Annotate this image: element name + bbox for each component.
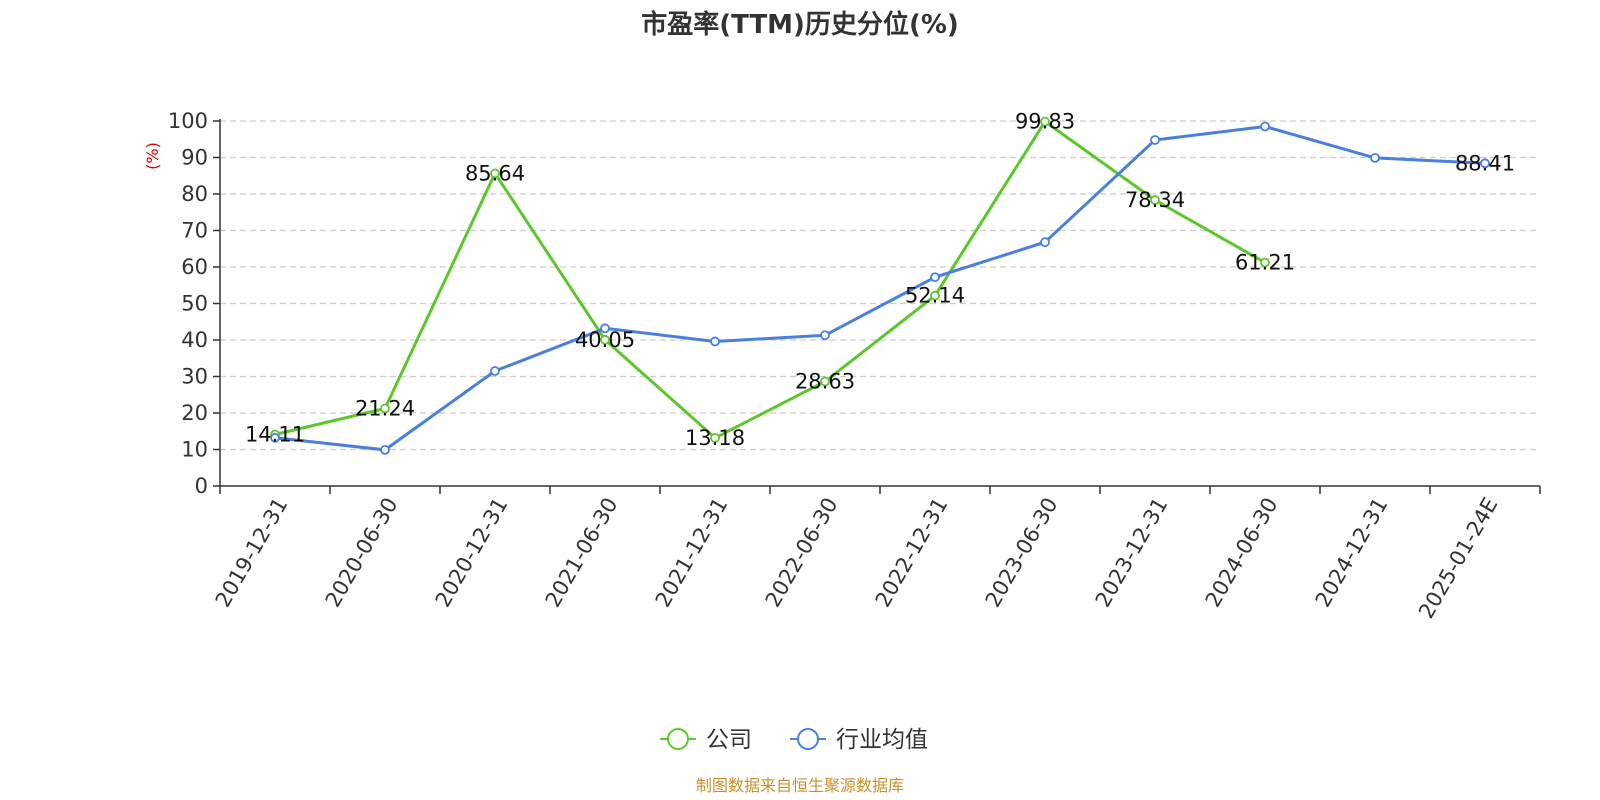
data-label: 99.83: [1015, 110, 1075, 134]
data-point: [1260, 257, 1270, 268]
legend-marker-icon: [797, 728, 819, 750]
legend[interactable]: 公司 行业均值: [660, 727, 928, 753]
data-point: [710, 336, 720, 347]
data-point: [820, 376, 830, 387]
data-point: [1150, 195, 1160, 205]
data-label: 88.41: [1455, 151, 1515, 175]
y-axis-label: (%): [143, 142, 162, 170]
data-point: [1260, 121, 1270, 132]
data-point: [1150, 135, 1160, 145]
x-tick-label: 2019-12-31: [211, 494, 293, 612]
x-tick-label: 2020-12-31: [431, 494, 513, 612]
data-label: 14.11: [245, 422, 305, 446]
legend-label: 公司: [706, 727, 752, 753]
legend-marker-icon: [667, 728, 689, 750]
data-label: 85.64: [465, 161, 525, 185]
series-group: [270, 116, 1490, 455]
data-point: [820, 330, 830, 341]
x-tick-label: 2020-06-30: [321, 494, 403, 612]
legend-label: 行业均值: [836, 727, 928, 753]
data-point: [600, 323, 610, 334]
data-label: 28.63: [795, 370, 855, 394]
data-point: [600, 334, 610, 345]
data-label: 52.14: [905, 284, 965, 308]
x-tick-label: 2023-12-31: [1091, 494, 1173, 612]
data-point: [490, 168, 500, 179]
x-tick-label: 2025-01-24E: [1414, 494, 1502, 623]
y-tick-label: 50: [181, 292, 208, 316]
y-tick-label: 100: [168, 109, 208, 133]
data-point: [710, 432, 720, 443]
x-tick-label: 2024-12-31: [1311, 494, 1393, 612]
y-tick-label: 0: [195, 474, 208, 498]
data-label: 21.24: [355, 396, 415, 420]
x-tick-label: 2021-12-31: [651, 494, 733, 612]
data-label: 13.18: [685, 426, 745, 450]
y-tick-label: 30: [181, 365, 208, 389]
x-tick-label: 2024-06-30: [1201, 494, 1283, 612]
data-point: [380, 403, 390, 414]
grid-lines: [220, 120, 1540, 451]
x-tick-label: 2022-12-31: [871, 494, 953, 612]
x-tick-label: 2021-06-30: [541, 494, 623, 612]
y-axis-ticks: 0 10 20 30 40 50 60 70 80 90 100: [168, 109, 220, 498]
data-label: 78.34: [1125, 188, 1185, 212]
axes: [219, 119, 1540, 487]
data-point: [490, 366, 500, 376]
y-tick-label: 80: [181, 182, 208, 206]
y-tick-label: 70: [181, 219, 208, 243]
data-labels: 14.11 21.24 85.64 40.05 13.18 28.63 52.14 99.83…: [245, 110, 1515, 450]
data-label: 40.05: [575, 328, 635, 352]
x-tick-label: 2022-06-30: [761, 494, 843, 612]
chart-title: 市盈率(TTM)历史分位(%): [641, 9, 959, 40]
data-point: [380, 444, 390, 455]
y-tick-label: 60: [181, 255, 208, 279]
source-note: 制图数据来自恒生聚源数据库: [696, 776, 904, 795]
series-line-0: [274, 120, 1266, 440]
data-point: [270, 432, 280, 443]
y-tick-label: 10: [181, 438, 208, 462]
data-point: [930, 290, 940, 301]
series-line-1: [274, 125, 1486, 452]
data-point: [1480, 158, 1490, 169]
data-point: [1040, 237, 1050, 248]
x-tick-label: 2023-06-30: [981, 494, 1063, 612]
x-axis-ticks: 2019-12-31 2020-06-30 2020-12-31 2021-06-30…: [211, 486, 1541, 623]
data-label: 61.21: [1235, 251, 1295, 275]
y-tick-label: 90: [181, 146, 208, 170]
y-tick-label: 20: [181, 401, 208, 425]
data-point: [930, 272, 940, 283]
data-point: [1040, 116, 1050, 127]
y-tick-label: 40: [181, 328, 208, 352]
data-point: [1370, 152, 1380, 163]
